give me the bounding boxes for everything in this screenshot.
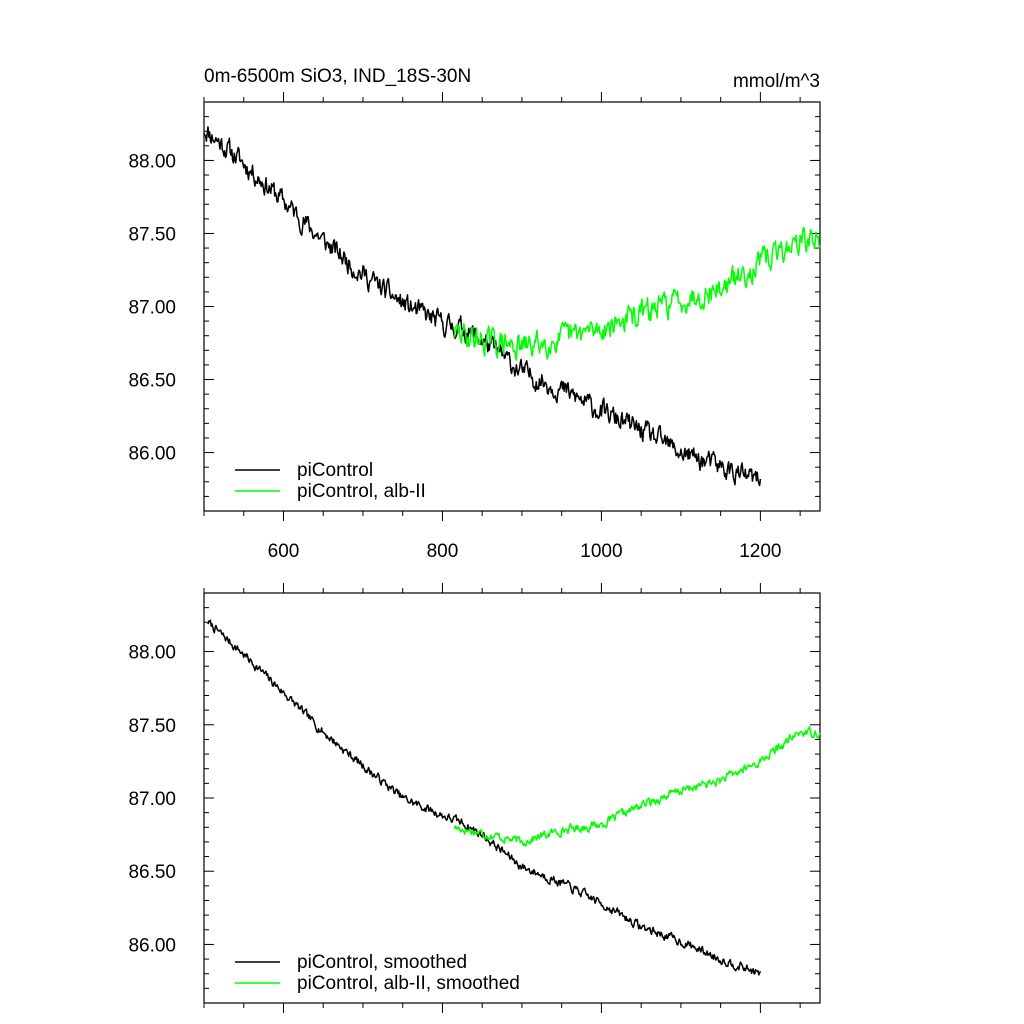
y-tick-label: 87.00 (128, 789, 176, 810)
x-tick-label: 800 (427, 541, 459, 562)
legend-label-alb: piControl, alb-II (297, 481, 426, 502)
x-tick-label: 1200 (739, 541, 781, 562)
y-tick-label: 88.00 (128, 151, 176, 172)
x-tick-label: 1000 (580, 541, 622, 562)
y-tick-labels: 86.00 86.50 87.00 87.50 88.00 (128, 643, 176, 957)
tick-marks (203, 583, 820, 1013)
smoothed-panel: 86.00 86.50 87.00 87.50 88.00 piControl, smo… (128, 583, 821, 1013)
units-label: mmol/m^3 (733, 71, 820, 92)
series-line-picontrol (207, 619, 762, 976)
legend: piControl, smoothed piControl, alb-II, s… (235, 952, 520, 994)
y-tick-label: 87.00 (128, 298, 176, 319)
x-tick-label: 600 (268, 541, 300, 562)
tick-marks (203, 92, 820, 521)
y-tick-label: 86.50 (128, 371, 176, 392)
y-tick-label: 86.50 (128, 862, 176, 883)
raw-panel: 86.00 86.50 87.00 87.50 88.00 600 800 1000 1200… (128, 92, 821, 562)
legend-label-picontrol: piControl (297, 460, 373, 481)
series-line-alb-ii (453, 726, 821, 847)
plot-frame (203, 592, 821, 1004)
y-tick-label: 88.00 (128, 643, 176, 664)
legend-label-picontrol-smoothed: piControl, smoothed (297, 952, 467, 973)
y-tick-label: 86.00 (128, 444, 176, 465)
y-tick-label: 87.50 (128, 716, 176, 737)
y-tick-label: 86.00 (128, 935, 176, 956)
plot-frame (203, 101, 821, 512)
series-lines (207, 619, 821, 976)
y-tick-labels: 86.00 86.50 87.00 87.50 88.00 (128, 151, 176, 464)
x-tick-labels: 600 800 1000 1200 (268, 541, 782, 562)
legend-label-alb-smoothed: piControl, alb-II, smoothed (297, 973, 520, 994)
legend: piControl piControl, alb-II (235, 460, 426, 502)
chart-title: 0m-6500m SiO3, IND_18S-30N (204, 66, 471, 87)
series-line-alb-ii (453, 226, 821, 361)
series-lines (203, 126, 821, 487)
series-line-picontrol (203, 126, 762, 487)
y-tick-label: 87.50 (128, 224, 176, 245)
